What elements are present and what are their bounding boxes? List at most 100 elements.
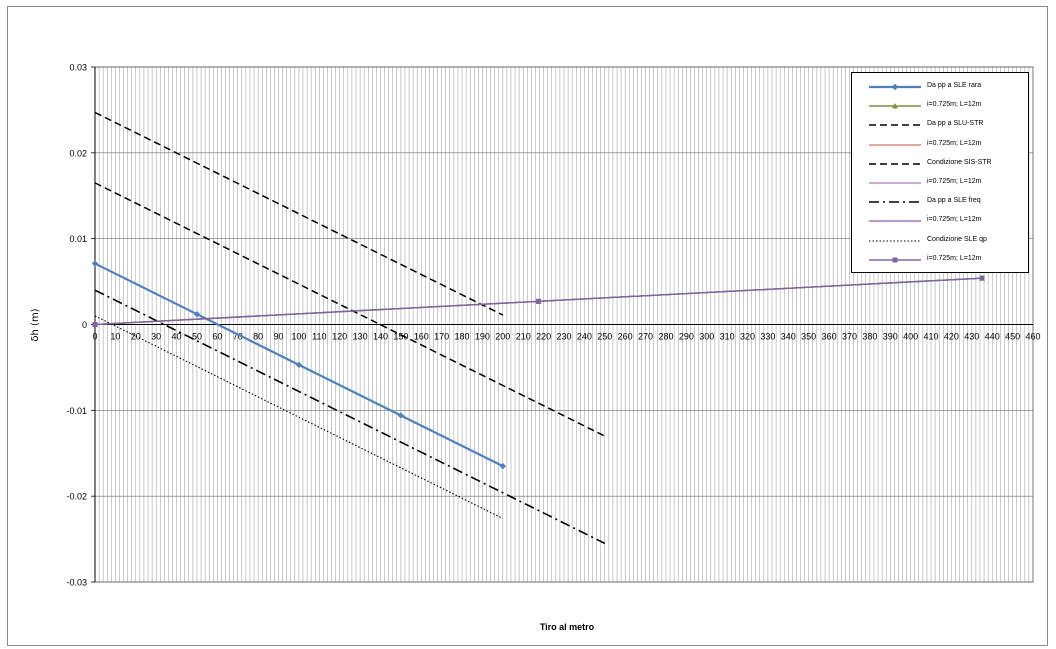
series-9 xyxy=(94,315,504,519)
x-tick-label: 290 xyxy=(679,332,694,342)
data-point xyxy=(979,275,985,281)
legend-swatch xyxy=(869,182,921,184)
series-line xyxy=(94,289,606,545)
data-point xyxy=(891,83,899,91)
data-point xyxy=(499,462,507,470)
y-tick-label: -0.01 xyxy=(66,406,87,416)
legend-item: Da pp a SLU-STR xyxy=(852,117,1028,135)
x-tick-label: 0 xyxy=(92,332,97,342)
x-tick-label: 100 xyxy=(291,332,306,342)
x-tick-label: 350 xyxy=(801,332,816,342)
legend-swatch xyxy=(869,124,921,127)
x-tick-label: 80 xyxy=(253,332,263,342)
x-tick-label: 70 xyxy=(233,332,243,342)
x-tick-label: 390 xyxy=(883,332,898,342)
x-tick-label: 450 xyxy=(1005,332,1020,342)
x-tick-label: 200 xyxy=(495,332,510,342)
legend-label: Condizione SLE qp xyxy=(927,235,987,243)
legend-label: Condizione SIS-STR xyxy=(927,158,992,166)
x-tick-label: 230 xyxy=(556,332,571,342)
x-tick-label: 250 xyxy=(597,332,612,342)
x-tick-label: 170 xyxy=(434,332,449,342)
x-tick-label: 130 xyxy=(353,332,368,342)
data-point xyxy=(892,103,898,109)
y-tick-label: 0.02 xyxy=(69,148,87,158)
y-tick-label: -0.02 xyxy=(66,492,87,502)
x-tick-label: 40 xyxy=(172,332,182,342)
x-tick-label: 180 xyxy=(455,332,470,342)
y-tick-label: 0 xyxy=(82,320,87,330)
legend-swatch xyxy=(869,257,921,263)
series-line xyxy=(94,111,504,316)
x-tick-label: 360 xyxy=(822,332,837,342)
x-tick-label: 280 xyxy=(658,332,673,342)
x-tick-label: 330 xyxy=(760,332,775,342)
legend-label: i=0.725m; L=12m xyxy=(927,101,982,109)
legend-swatch xyxy=(869,201,921,203)
legend-label: Da pp a SLE rara xyxy=(927,82,982,89)
x-tick-label: 240 xyxy=(577,332,592,342)
x-tick-label: 120 xyxy=(332,332,347,342)
legend-swatch xyxy=(869,144,921,146)
x-tick-label: 190 xyxy=(475,332,490,342)
legend-item: i=0.725m; L=12m xyxy=(852,137,1028,155)
x-tick-label: 340 xyxy=(781,332,796,342)
data-point xyxy=(193,311,201,318)
legend-label: Da pp a SLE freq xyxy=(927,197,981,205)
data-point xyxy=(91,260,99,267)
data-point xyxy=(295,361,303,369)
x-tick-label: 400 xyxy=(903,332,918,342)
x-tick-label: 320 xyxy=(740,332,755,342)
legend-label: i=0.725m; L=12m xyxy=(927,216,982,224)
data-point xyxy=(92,322,98,327)
x-tick-label: 270 xyxy=(638,332,653,342)
legend-item: i=0.725m; L=12m xyxy=(852,252,1028,270)
data-point xyxy=(536,298,542,304)
series-line xyxy=(94,182,606,437)
legend-item: Condizione SLE qp xyxy=(852,233,1028,251)
x-tick-label: 220 xyxy=(536,332,551,342)
x-axis-label: Tiro al metro xyxy=(540,622,595,632)
legend-label: i=0.725m; L=12m xyxy=(927,178,982,185)
x-tick-label: 410 xyxy=(924,332,939,342)
series-1 xyxy=(91,260,507,470)
legend-item: i=0.725m; L=12m xyxy=(852,98,1028,116)
legend-item: i=0.725m; L=12m xyxy=(852,213,1028,231)
data-point xyxy=(397,412,405,419)
y-tick-label: 0.01 xyxy=(69,234,87,244)
x-tick-label: 380 xyxy=(862,332,877,342)
x-tick-label: 460 xyxy=(1025,332,1040,342)
x-tick-label: 30 xyxy=(151,332,161,342)
x-tick-label: 310 xyxy=(720,332,735,342)
legend-item: i=0.725m; L=12m xyxy=(852,175,1028,193)
legend-swatch xyxy=(869,220,921,222)
series-10 xyxy=(92,275,985,327)
legend-label: Da pp a SLU-STR xyxy=(927,120,984,128)
legend-swatch xyxy=(869,240,921,242)
x-tick-label: 50 xyxy=(192,332,202,342)
data-point xyxy=(892,257,898,263)
x-tick-label: 90 xyxy=(274,332,284,342)
x-tick-label: 300 xyxy=(699,332,714,342)
x-tick-label: 260 xyxy=(618,332,633,342)
y-tick-label: -0.03 xyxy=(66,578,87,588)
series-layer xyxy=(91,111,986,545)
x-tick-label: 430 xyxy=(964,332,979,342)
x-tick-label: 160 xyxy=(414,332,429,342)
x-tick-label: 420 xyxy=(944,332,959,342)
series-line xyxy=(94,315,504,519)
legend-swatch xyxy=(869,103,921,109)
x-tick-label: 110 xyxy=(312,332,326,342)
legend-swatch xyxy=(869,83,921,91)
y-axis-label: δh (m) xyxy=(30,308,41,341)
x-tick-label: 150 xyxy=(393,332,408,342)
legend-swatch xyxy=(869,163,921,165)
legend-item: Da pp a SLE rara xyxy=(852,79,1028,97)
series-3 xyxy=(94,182,606,437)
x-tick-label: 440 xyxy=(985,332,1000,342)
legend: Da pp a SLE rara i=0.725m; L=12m Da pp a S… xyxy=(851,72,1029,273)
x-tick-label: 10 xyxy=(110,332,120,342)
legend-item: Da pp a SLE freq xyxy=(852,194,1028,212)
legend-label: i=0.725m; L=12m xyxy=(927,254,982,262)
x-tick-label: 140 xyxy=(373,332,388,342)
